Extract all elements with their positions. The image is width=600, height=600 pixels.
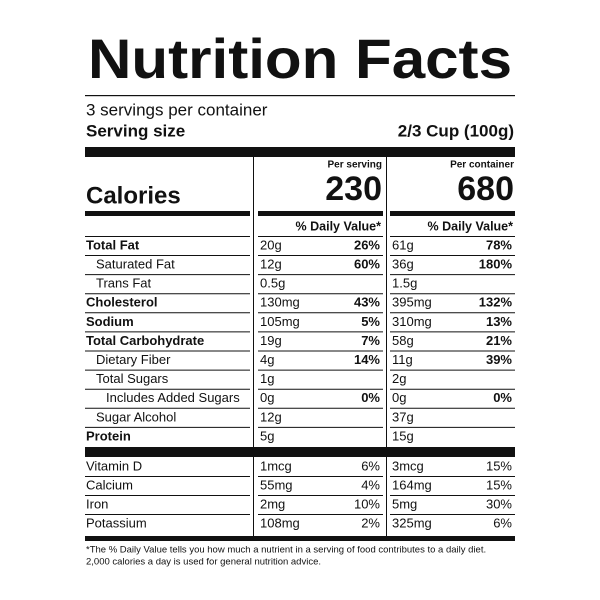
amount: 395mg: [392, 295, 432, 310]
amount: 55mg: [260, 477, 293, 492]
amount: 2g: [392, 371, 406, 386]
calories-rule: [85, 211, 250, 216]
daily-value: 15%: [486, 477, 512, 492]
serving-size: 2/3 Cup (100g): [398, 121, 514, 140]
amount: 11g: [392, 352, 413, 367]
nutrient-name: Includes Added Sugars: [106, 390, 240, 405]
amount: 12g: [260, 409, 282, 424]
amount: 164mg: [392, 477, 432, 492]
daily-value: 13%: [486, 314, 512, 329]
column-heading: Per serving: [328, 160, 382, 171]
daily-value: 2%: [361, 515, 380, 530]
amount: 36g: [392, 257, 414, 272]
rule: [85, 95, 515, 97]
nutrient-name: Dietary Fiber: [96, 352, 171, 367]
amount: 12g: [260, 257, 282, 272]
daily-value: 43%: [354, 295, 380, 310]
thick-rule: [85, 147, 515, 157]
daily-value: 7%: [361, 333, 380, 348]
dv-heading: % Daily Value*: [296, 219, 382, 233]
amount: 3mcg: [392, 458, 424, 473]
amount: 15g: [392, 428, 414, 443]
amount: 0.5g: [260, 276, 285, 291]
dv-heading: % Daily Value*: [428, 219, 514, 233]
amount: 1.5g: [392, 276, 417, 291]
nutrient-name: Trans Fat: [96, 276, 152, 291]
calories-rule: [390, 211, 515, 216]
calories-value: 230: [325, 170, 382, 208]
daily-value: 39%: [486, 352, 512, 367]
daily-value: 26%: [354, 237, 380, 252]
nutrient-name: Sodium: [86, 314, 134, 329]
daily-value: 0%: [493, 390, 512, 405]
amount: 4g: [260, 352, 274, 367]
daily-value: 78%: [486, 237, 512, 252]
title: Nutrition Facts: [88, 27, 512, 90]
amount: 1g: [260, 371, 274, 386]
amount: 1mcg: [260, 458, 292, 473]
column-heading: Per container: [450, 160, 514, 171]
nutrient-name: Total Sugars: [96, 371, 169, 386]
calories-label: Calories: [86, 182, 181, 209]
daily-value: 21%: [486, 333, 512, 348]
nutrient-name: Iron: [86, 496, 108, 511]
calories-value: 680: [457, 170, 514, 208]
nutrient-name: Calcium: [86, 477, 133, 492]
amount: 37g: [392, 409, 414, 424]
amount: 20g: [260, 237, 282, 252]
amount: 61g: [392, 237, 414, 252]
amount: 19g: [260, 333, 282, 348]
daily-value: 180%: [479, 257, 513, 272]
daily-value: 132%: [479, 295, 513, 310]
nutrient-name: Saturated Fat: [96, 257, 175, 272]
daily-value: 60%: [354, 257, 380, 272]
amount: 108mg: [260, 515, 300, 530]
nutrient-name: Sugar Alcohol: [96, 409, 176, 424]
nutrient-name: Cholesterol: [86, 295, 158, 310]
thick-rule: [85, 536, 515, 541]
amount: 0g: [392, 390, 406, 405]
daily-value: 0%: [361, 390, 380, 405]
amount: 130mg: [260, 295, 300, 310]
amount: 310mg: [392, 314, 432, 329]
daily-value: 6%: [493, 515, 512, 530]
amount: 5g: [260, 428, 274, 443]
daily-value: 15%: [486, 458, 512, 473]
amount: 325mg: [392, 515, 432, 530]
nutrient-name: Vitamin D: [86, 458, 142, 473]
daily-value: 30%: [486, 496, 512, 511]
nutrient-name: Total Fat: [86, 237, 140, 252]
nutrient-name: Total Carbohydrate: [86, 333, 204, 348]
amount: 5mg: [392, 496, 417, 511]
nutrient-name: Protein: [86, 428, 131, 443]
amount: 2mg: [260, 496, 285, 511]
daily-value: 6%: [361, 458, 380, 473]
amount: 58g: [392, 333, 414, 348]
footnote: 2,000 calories a day is used for general…: [86, 557, 321, 568]
nutrient-name: Potassium: [86, 515, 147, 530]
servings: 3 servings per container: [86, 100, 268, 119]
daily-value: 5%: [361, 314, 380, 329]
daily-value: 10%: [354, 496, 380, 511]
serving-size-label: Serving size: [86, 121, 185, 140]
footnote: *The % Daily Value tells you how much a …: [86, 545, 486, 556]
daily-value: 4%: [361, 477, 380, 492]
calories-rule: [258, 211, 383, 216]
daily-value: 14%: [354, 352, 380, 367]
thick-rule: [85, 447, 515, 457]
amount: 0g: [260, 390, 274, 405]
amount: 105mg: [260, 314, 300, 329]
